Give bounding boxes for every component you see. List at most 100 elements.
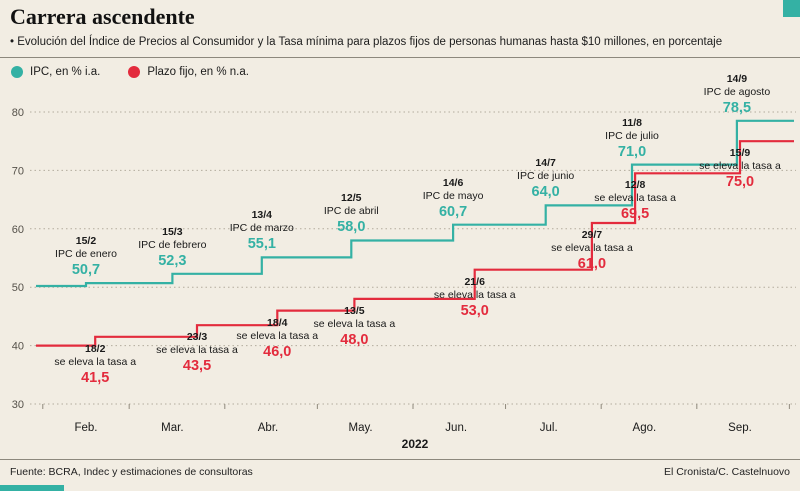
y-axis-tick-label: 70 <box>12 165 24 177</box>
step-date: 14/6 <box>442 176 464 189</box>
step-value: 43,5 <box>182 358 212 375</box>
step-value: 46,0 <box>263 343 292 360</box>
y-axis-tick-label: 30 <box>12 399 24 411</box>
legend-marker-dot <box>128 66 141 78</box>
step-date: 15/2 <box>75 235 97 248</box>
step-value: 41,5 <box>81 369 110 386</box>
step-description: IPC de julio <box>605 129 659 142</box>
step-date: 12/5 <box>341 192 362 205</box>
ipc-step-line <box>36 119 794 288</box>
y-axis-tick-label: 50 <box>12 282 24 294</box>
step-label: 15/9 se eleva la tasa a 75,0 <box>699 147 781 191</box>
step-date: 15/3 <box>162 225 183 238</box>
step-description: IPC de febrero <box>138 238 207 251</box>
x-axis-month-label: Jul. <box>540 422 558 434</box>
header-divider <box>0 57 800 58</box>
step-value: 64,0 <box>531 184 560 201</box>
step-value: 48,0 <box>340 331 369 348</box>
footer: Fuente: BCRA, Indec y estimaciones de co… <box>10 466 790 478</box>
legend-item: IPC, en % i.a. <box>11 66 100 78</box>
step-label: 29/7 se eleva la tasa a 61,0 <box>551 229 633 273</box>
step-description: se eleva la tasa a <box>433 288 516 301</box>
step-label: 13/4 IPC de marzo 55,1 <box>230 209 294 253</box>
y-axis-tick-label: 40 <box>12 341 24 353</box>
y-axis-tick-label: 80 <box>12 107 24 119</box>
step-description: IPC de agosto <box>703 85 771 98</box>
step-value: 78,5 <box>722 99 752 116</box>
step-label: 11/8 IPC de julio 71,0 <box>605 117 659 161</box>
x-axis-month-label: Feb. <box>74 422 97 434</box>
step-date: 11/8 <box>622 116 642 129</box>
legend-label: Plazo fijo, en % n.a. <box>147 66 249 78</box>
step-date: 18/2 <box>85 342 106 355</box>
step-label: 14/6 IPC de mayo 60,7 <box>423 177 484 221</box>
page-subtitle: • Evolución del Índice de Precios al Con… <box>10 36 723 48</box>
step-description: IPC de junio <box>517 170 575 183</box>
step-date: 14/7 <box>535 157 556 170</box>
step-label: 15/2 IPC de enero 50,7 <box>55 235 117 279</box>
x-axis-month-label: Sep. <box>728 422 752 434</box>
step-description: se eleva la tasa a <box>156 344 238 357</box>
step-date: 23/3 <box>186 331 208 344</box>
step-value: 61,0 <box>577 255 607 272</box>
step-value: 60,7 <box>438 203 468 220</box>
step-description: IPC de mayo <box>422 189 484 202</box>
x-axis-month-label: Abr. <box>258 422 278 434</box>
page-title: Carrera ascendente <box>10 4 195 29</box>
step-value: 71,0 <box>617 143 647 160</box>
step-label: 12/5 IPC de abril 58,0 <box>324 192 379 236</box>
x-axis-month-label: Jun. <box>445 422 467 434</box>
step-label: 15/3 IPC de febrero 52,3 <box>138 226 206 270</box>
step-label: 21/6 se eleva la tasa a 53,0 <box>434 276 516 320</box>
step-description: IPC de marzo <box>229 222 294 235</box>
step-date: 21/6 <box>464 275 485 288</box>
legend: IPC, en % i.a. Plazo fijo, en % n.a. <box>11 66 249 78</box>
footer-accent-bar <box>0 485 64 491</box>
step-date: 18/4 <box>267 316 288 329</box>
x-axis-year-label: 2022 <box>402 437 429 451</box>
step-label: 18/2 se eleva la tasa a 41,5 <box>54 343 136 387</box>
x-axis-month-label: Mar. <box>161 422 183 434</box>
step-date: 12/8 <box>624 179 646 192</box>
step-description: se eleva la tasa a <box>54 355 137 368</box>
step-label: 13/5 se eleva la tasa a 48,0 <box>314 305 396 349</box>
step-description: se eleva la tasa a <box>236 329 319 342</box>
legend-marker-dot <box>11 66 23 78</box>
step-description: IPC de abril <box>323 205 379 218</box>
step-value: 58,0 <box>337 219 366 236</box>
step-label: 12/8 se eleva la tasa a 69,5 <box>594 179 676 223</box>
source-credit: Fuente: BCRA, Indec y estimaciones de co… <box>10 466 253 478</box>
step-label: 14/9 IPC de agosto 78,5 <box>704 73 771 117</box>
author-credit: El Cronista/C. Castelnuovo <box>663 466 790 478</box>
step-value: 69,5 <box>620 206 650 223</box>
step-date: 14/9 <box>726 72 748 85</box>
step-date: 13/4 <box>251 209 273 222</box>
legend-item: Plazo fijo, en % n.a. <box>128 66 249 78</box>
step-value: 52,3 <box>158 252 187 269</box>
step-description: IPC de enero <box>55 248 117 261</box>
step-description: se eleva la tasa a <box>594 192 676 205</box>
corner-accent-square <box>783 0 800 17</box>
footer-divider <box>0 459 800 460</box>
x-axis-month-label: Ago. <box>633 422 657 434</box>
step-date: 13/5 <box>344 304 365 317</box>
plazo-fijo-step-line <box>36 140 794 347</box>
step-value: 75,0 <box>725 174 755 191</box>
step-date: 29/7 <box>581 228 603 241</box>
step-description: se eleva la tasa a <box>699 160 781 173</box>
step-label: 18/4 se eleva la tasa a 46,0 <box>236 317 318 361</box>
step-value: 53,0 <box>460 302 489 319</box>
y-axis-tick-label: 60 <box>12 224 24 236</box>
step-date: 15/9 <box>729 147 751 160</box>
step-value: 55,1 <box>247 236 276 253</box>
step-description: se eleva la tasa a <box>313 317 396 330</box>
step-description: se eleva la tasa a <box>551 241 633 254</box>
step-label: 14/7 IPC de junio 64,0 <box>517 157 574 201</box>
step-value: 50,7 <box>71 262 101 279</box>
legend-label: IPC, en % i.a. <box>30 66 101 78</box>
step-label: 23/3 se eleva la tasa a 43,5 <box>156 331 238 375</box>
x-axis-month-label: May. <box>349 422 373 434</box>
